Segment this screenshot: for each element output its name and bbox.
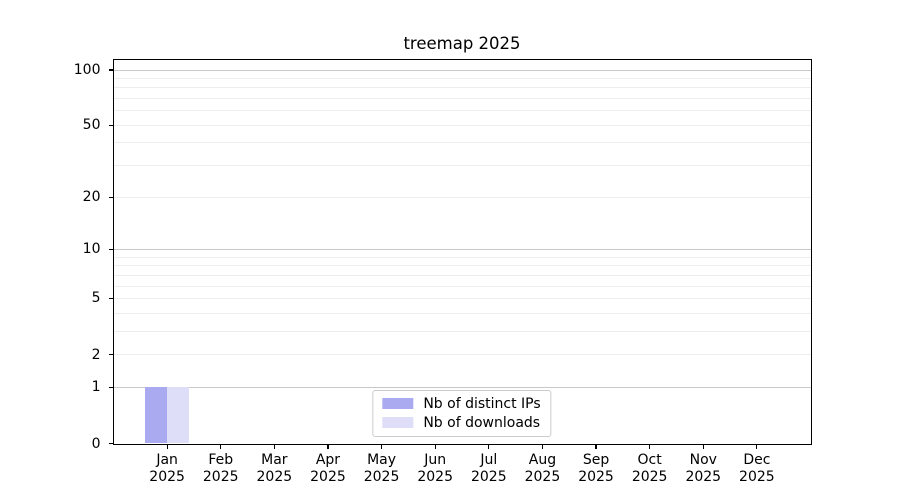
y-tick-mark [108, 248, 113, 251]
x-tick-mark [273, 444, 275, 449]
x-tick-mark [220, 444, 222, 449]
chart-title: treemap 2025 [403, 34, 521, 53]
x-tick-label: Mar 2025 [256, 451, 293, 486]
gridline-minor [113, 312, 811, 314]
y-tick-mark [108, 196, 113, 198]
y-tick-label: 20 [82, 189, 101, 206]
gridline-minor [113, 297, 811, 299]
y-tick-label: 10 [82, 241, 101, 258]
y-tick-mark [108, 297, 113, 300]
y-tick-label: 100 [73, 62, 101, 78]
gridline-minor [113, 265, 811, 267]
gridline-minor [113, 274, 811, 276]
gridline-major [113, 386, 811, 388]
gridline-minor [113, 165, 811, 167]
y-tick-label: 50 [82, 117, 101, 134]
x-tick-label: Aug 2025 [524, 451, 561, 486]
x-tick-mark [702, 444, 704, 449]
legend: Nb of distinct IPs Nb of downloads [372, 389, 552, 437]
y-tick-mark [108, 353, 113, 356]
legend-label: Nb of distinct IPs [423, 395, 541, 412]
y-tick-mark [108, 69, 113, 71]
x-tick-mark [488, 444, 490, 449]
x-tick-label: Dec 2025 [739, 451, 775, 486]
x-tick-label: Feb 2025 [202, 451, 239, 486]
gridline-minor [113, 124, 811, 126]
legend-item: Nb of downloads [382, 416, 540, 430]
plot-area [112, 58, 812, 445]
x-tick-label: Jul 2025 [470, 451, 507, 486]
y-tick-label: 0 [91, 435, 101, 452]
x-tick-label: Oct 2025 [631, 451, 668, 486]
gridline-minor [113, 330, 811, 332]
y-tick-label: 1 [91, 379, 101, 396]
x-tick-mark [595, 444, 597, 449]
x-tick-mark [434, 444, 436, 449]
legend-swatch [382, 417, 414, 428]
gridline-minor [113, 196, 811, 198]
gridline-major [113, 69, 811, 71]
x-tick-mark [380, 444, 383, 449]
gridline-minor [113, 285, 811, 287]
x-tick-label: Jan 2025 [149, 451, 185, 486]
y-tick-label: 5 [91, 290, 101, 307]
gridline-major [113, 248, 811, 250]
x-tick-label: Nov 2025 [685, 451, 722, 486]
gridline-minor [113, 110, 811, 112]
x-tick-mark [327, 444, 329, 449]
y-tick-label: 2 [91, 346, 101, 363]
y-tick-mark [108, 124, 113, 126]
gridline-minor [113, 354, 811, 356]
y-tick-mark [108, 386, 113, 388]
legend-swatch [382, 398, 414, 409]
x-tick-mark [541, 444, 543, 449]
bar [167, 387, 190, 444]
gridline-minor [113, 87, 811, 89]
x-tick-label: Jun 2025 [417, 451, 453, 486]
gridline-minor [113, 77, 811, 79]
gridline-minor [113, 142, 811, 144]
gridline-minor [113, 98, 811, 100]
legend-item: Nb of distinct IPs [382, 395, 541, 412]
x-tick-mark [166, 444, 168, 449]
y-tick-mark [108, 442, 113, 445]
bar [145, 387, 168, 444]
x-tick-label: Sep 2025 [578, 451, 614, 486]
x-tick-label: May 2025 [363, 451, 400, 486]
gridline-minor [113, 256, 811, 258]
legend-label: Nb of downloads [423, 414, 541, 431]
x-tick-mark [649, 444, 651, 449]
x-tick-label: Apr 2025 [310, 451, 346, 486]
x-tick-mark [756, 444, 758, 449]
